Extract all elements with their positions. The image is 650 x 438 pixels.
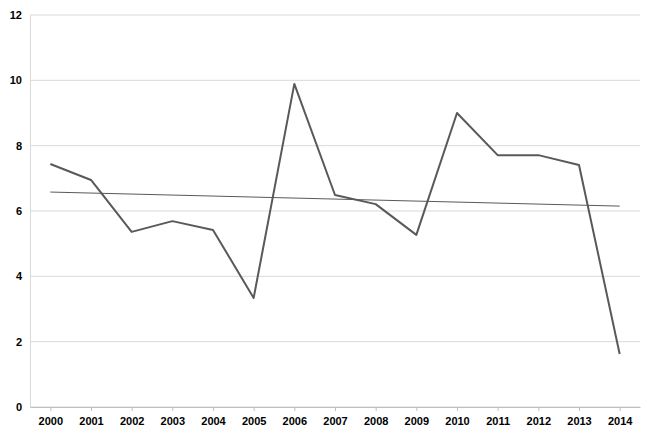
grid-line [30,80,640,81]
x-tick-mark [620,407,621,411]
y-axis: 0 2 4 6 8 10 12 [10,9,31,413]
x-tick-mark [50,407,51,411]
x-tick: 2002 [120,407,144,427]
y-tick: 10 [10,74,30,86]
grid-line [30,15,640,16]
x-tick: 2004 [201,407,226,427]
x-tick: 2010 [445,407,469,427]
y-tick-label: 2 [16,336,22,348]
x-tick-label: 2002 [120,415,144,427]
y-tick: 0 [16,401,30,413]
x-tick-label: 2009 [405,415,429,427]
x-tick-label: 2003 [161,415,185,427]
x-tick-label: 2005 [242,415,266,427]
x-tick-label: 2010 [445,415,469,427]
y-tick-label: 6 [16,205,22,217]
x-tick-mark [579,407,580,411]
grid-line [30,276,640,277]
x-tick: 2007 [323,407,347,427]
x-tick: 2014 [608,407,633,427]
x-tick: 2003 [161,407,185,427]
x-tick-mark [457,407,458,411]
x-tick-label: 2006 [283,415,307,427]
x-tick-label: 2008 [364,415,388,427]
x-tick-label: 2014 [608,415,633,427]
x-tick-mark [498,407,499,411]
y-tick-label: 0 [16,401,22,413]
x-tick-mark [254,407,255,411]
x-tick-label: 2001 [79,415,103,427]
x-tick-label: 2004 [201,415,226,427]
y-tick: 6 [16,205,30,217]
x-tick-label: 2013 [567,415,591,427]
y-tick-label: 8 [16,140,22,152]
y-tick-label: 12 [10,9,22,21]
x-tick-mark [91,407,92,411]
grid-line [30,341,640,342]
grid [30,15,640,407]
x-tick-mark [213,407,214,411]
y-tick-label: 10 [10,74,22,86]
y-axis-line [30,16,31,408]
x-tick: 2000 [39,407,63,427]
x-tick: 2001 [79,407,103,427]
x-tick-mark [132,407,133,411]
x-tick-mark [538,407,539,411]
x-tick-label: 2000 [39,415,63,427]
y-tick: 12 [10,9,30,21]
grid-line [30,145,640,146]
y-tick: 8 [16,140,30,152]
x-tick: 2011 [486,407,510,427]
trend-line [50,192,619,206]
x-tick: 2013 [567,407,591,427]
x-tick: 2009 [405,407,429,427]
chart: 0246810122000200120022003200420052006200… [0,0,650,438]
x-tick: 2008 [364,407,388,427]
x-tick-mark [294,407,295,411]
y-tick: 4 [16,270,30,282]
x-tick-mark [172,407,173,411]
x-tick-mark [416,407,417,411]
plot-area [50,84,619,354]
y-tick: 2 [16,336,30,348]
x-tick-label: 2007 [323,415,347,427]
x-tick: 2006 [283,407,307,427]
x-tick: 2012 [527,407,551,427]
x-tick: 2005 [242,407,266,427]
x-tick-mark [376,407,377,411]
grid-line [30,211,640,212]
x-axis: 2000 2001 2002 2003 2004 2005 2006 2007 2008 2009… [31,407,641,427]
series-line [50,84,619,354]
x-tick-label: 2011 [486,415,510,427]
y-tick-label: 4 [16,270,23,282]
x-tick-mark [335,407,336,411]
x-tick-label: 2012 [527,415,551,427]
